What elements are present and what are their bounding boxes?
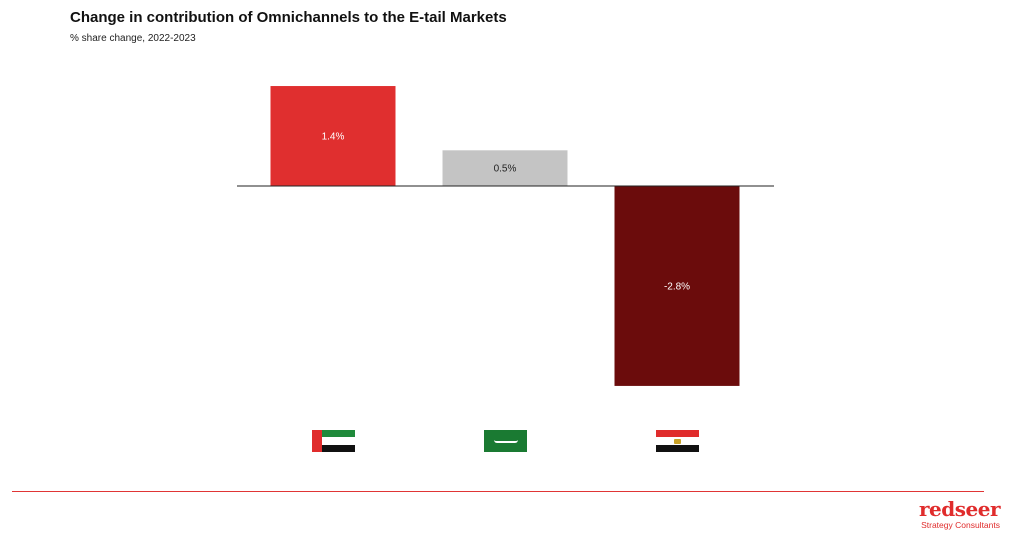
bar-uae xyxy=(270,86,396,186)
chart-data-labels: 1.4% 0.5% -2.8% xyxy=(322,132,691,293)
saudi-flag-icon xyxy=(484,430,527,452)
data-label-egypt: -2.8% xyxy=(664,281,690,292)
bar-ksa xyxy=(442,150,568,186)
data-label-ksa: 0.5% xyxy=(494,164,517,175)
bar-egypt xyxy=(614,186,740,386)
egypt-flag-icon xyxy=(656,430,699,452)
redseer-logo: redseer Strategy Consultants xyxy=(919,497,1001,530)
chart-title: Change in contribution of Omnichannels t… xyxy=(70,9,507,26)
data-label-uae: 1.4% xyxy=(322,132,345,143)
uae-flag-icon xyxy=(312,430,355,452)
footer-divider xyxy=(12,491,984,492)
chart-subtitle: % share change, 2022-2023 xyxy=(70,33,196,44)
chart-bars xyxy=(270,86,740,386)
bar-chart: 1.4% 0.5% -2.8% xyxy=(237,86,774,386)
logo-tagline: Strategy Consultants xyxy=(921,520,1000,530)
logo-wordmark: redseer xyxy=(919,497,1001,521)
